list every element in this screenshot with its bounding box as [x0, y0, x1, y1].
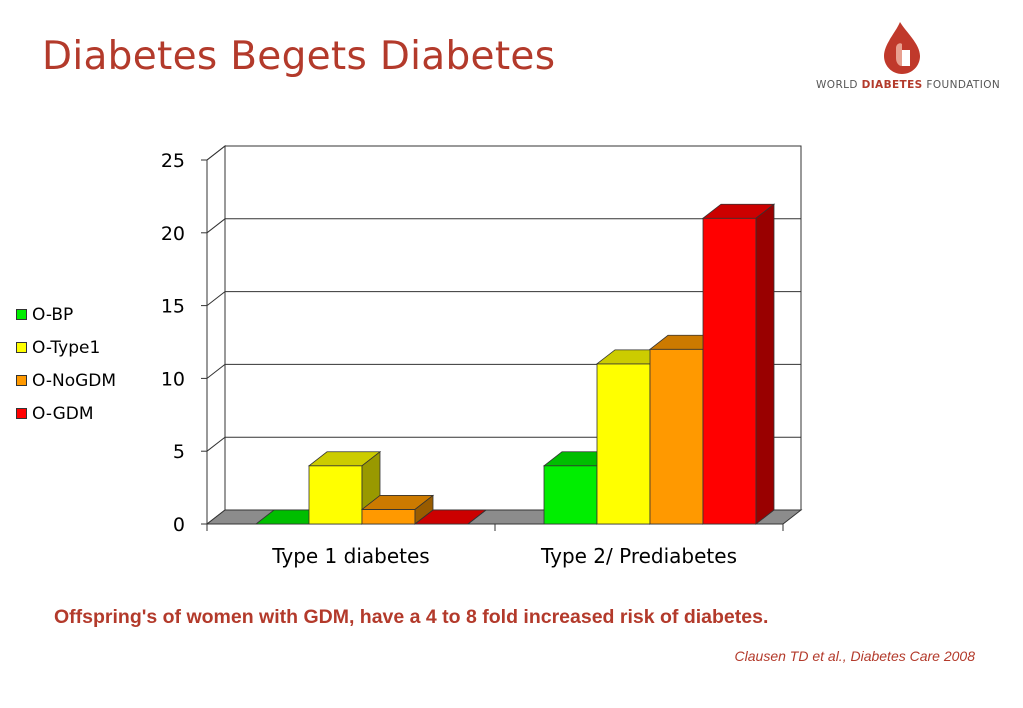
legend-item-o-bp: O-BP: [16, 298, 116, 331]
logo-text: WORLD DIABETES FOUNDATION: [816, 79, 1001, 91]
bar-o-gdm-front: [702, 217, 757, 525]
chart-side-wall: [206, 144, 226, 526]
world-diabetes-foundation-logo: WORLD DIABETES FOUNDATION: [816, 18, 1006, 98]
y-tick-label: 25: [161, 150, 185, 172]
legend-swatch: [16, 342, 27, 353]
legend-swatch: [16, 309, 27, 320]
legend-label: O-BP: [32, 304, 74, 325]
blood-drop-icon: [884, 22, 920, 74]
bar-o-nogdm-front: [361, 509, 416, 525]
gridline: [206, 291, 801, 306]
gridline: [206, 218, 801, 234]
legend-label: O-GDM: [32, 403, 94, 424]
x-category-label: Type 1 diabetes: [271, 544, 429, 568]
bar-o-type1-front: [596, 363, 651, 525]
x-category-label: Type 2/ Prediabetes: [540, 544, 737, 568]
y-tick-label: 10: [161, 368, 185, 390]
gridline: [206, 145, 801, 161]
legend-item-o-nogdm: O-NoGDM: [16, 364, 116, 397]
bar-o-gdm-side: [467, 509, 487, 525]
legend-item-o-type1: O-Type1: [16, 331, 116, 364]
slide-title: Diabetes Begets Diabetes: [42, 34, 556, 79]
legend-swatch: [16, 408, 27, 419]
y-tick-label: 15: [161, 296, 185, 318]
slide-caption: Offspring's of women with GDM, have a 4 …: [54, 606, 769, 628]
y-tick-label: 5: [173, 441, 185, 463]
bar-o-gdm-side: [755, 203, 775, 525]
bar-o-type1-front: [308, 465, 363, 525]
chart-legend: O-BP O-Type1 O-NoGDM O-GDM: [16, 298, 116, 430]
bar-o-bp-front: [543, 465, 598, 525]
legend-label: O-Type1: [32, 337, 101, 358]
legend-item-o-gdm: O-GDM: [16, 397, 116, 430]
legend-swatch: [16, 375, 27, 386]
citation: Clausen TD et al., Diabetes Care 2008: [734, 648, 975, 664]
y-tick-label: 0: [173, 514, 185, 536]
legend-label: O-NoGDM: [32, 370, 117, 391]
bar-o-nogdm-front: [649, 348, 704, 525]
y-tick-label: 20: [161, 223, 185, 245]
